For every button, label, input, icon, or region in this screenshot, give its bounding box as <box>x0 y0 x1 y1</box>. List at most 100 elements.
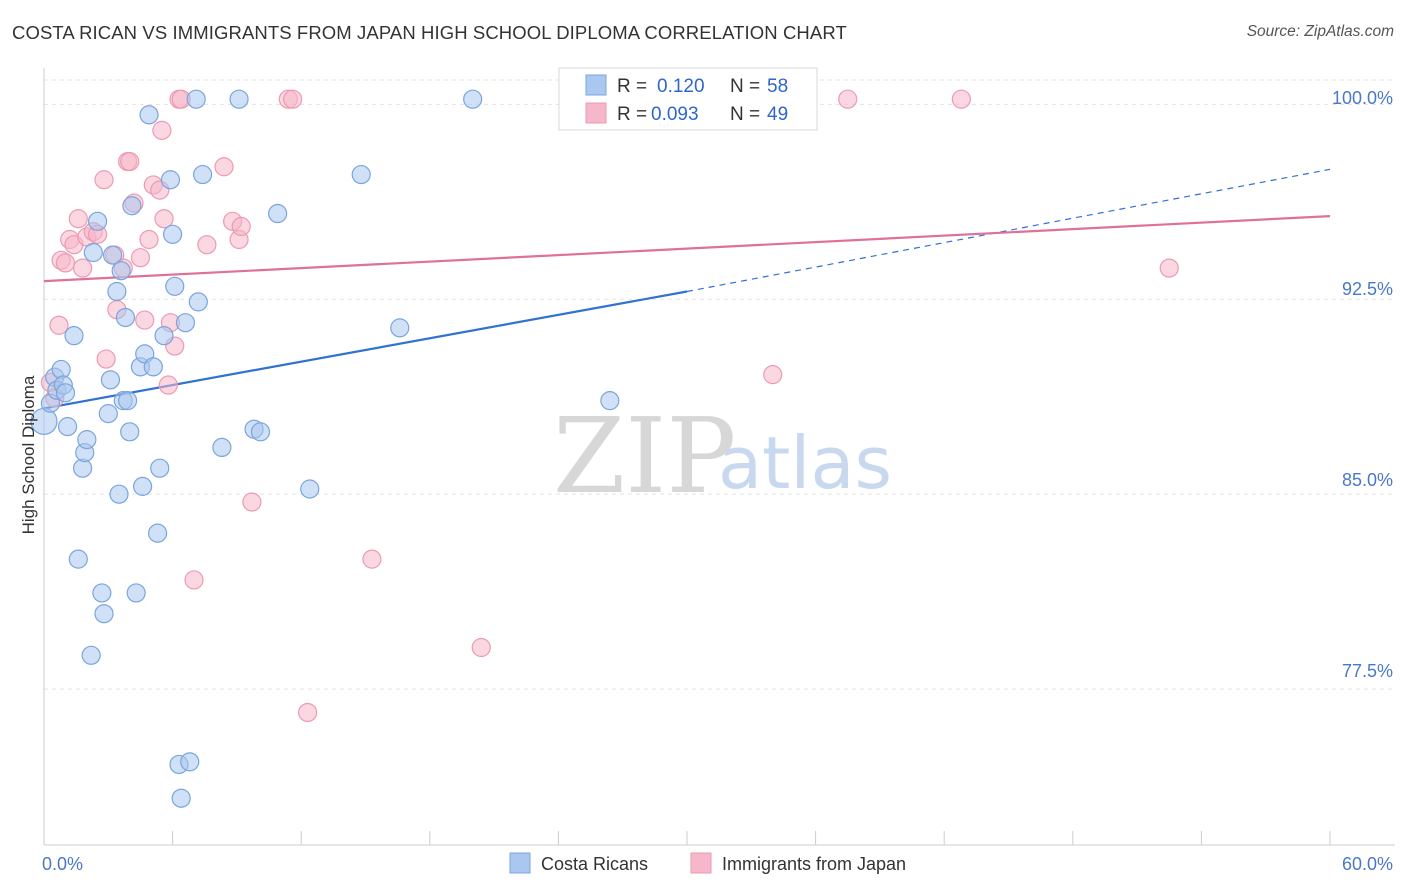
point-costa-ricans <box>171 788 191 808</box>
point-costa-ricans <box>87 211 108 231</box>
stats-n-label: N = <box>730 104 760 125</box>
point-immigrants-from-japan <box>130 248 151 268</box>
point-costa-ricans <box>55 383 76 403</box>
point-costa-ricans <box>92 583 112 603</box>
stats-n-label: N = <box>730 76 760 97</box>
gridlines <box>44 79 1395 690</box>
point-costa-ricans <box>107 281 127 302</box>
point-immigrants-from-japan <box>55 253 76 273</box>
point-immigrants-from-japan <box>1159 258 1179 278</box>
y-tick-labels: 100.0% 92.5% 85.0% 77.5% <box>1332 88 1393 681</box>
y-tick-label: 77.5% <box>1342 661 1393 681</box>
point-costa-ricans <box>94 604 114 624</box>
point-costa-ricans <box>250 422 271 442</box>
point-costa-ricans <box>77 430 97 450</box>
point-immigrants-from-japan <box>184 570 204 590</box>
legend-swatch-costa-ricans <box>509 852 531 874</box>
point-costa-ricans <box>117 391 138 411</box>
point-costa-ricans <box>463 89 483 109</box>
point-immigrants-from-japan <box>951 89 971 109</box>
legend-label-immigrants-from-japan: Immigrants from Japan <box>722 854 906 874</box>
chart-source: Source: ZipAtlas.com <box>1246 23 1394 40</box>
point-immigrants-from-japan <box>120 151 140 172</box>
point-immigrants-from-japan <box>154 209 174 229</box>
stats-r-label: R = <box>617 104 647 125</box>
point-immigrants-from-japan <box>214 157 234 177</box>
point-costa-ricans <box>600 391 620 411</box>
stats-swatch-blue <box>585 74 607 96</box>
point-immigrants-from-japan <box>139 229 159 250</box>
point-costa-ricans <box>212 437 232 458</box>
point-immigrants-from-japan <box>158 375 178 395</box>
point-costa-ricans <box>126 583 146 603</box>
stats-r-value: 0.120 <box>657 76 705 97</box>
point-immigrants-from-japan <box>197 235 217 255</box>
point-costa-ricans <box>111 261 131 281</box>
point-immigrants-from-japan <box>298 702 318 723</box>
point-immigrants-from-japan <box>471 637 491 658</box>
point-immigrants-from-japan <box>231 216 251 237</box>
point-costa-ricans <box>57 417 78 437</box>
point-costa-ricans <box>163 224 183 244</box>
data-points <box>30 89 1179 808</box>
axes <box>43 68 1395 846</box>
trend-line-costa-ricans-extension <box>686 168 1331 293</box>
y-tick-label: 85.0% <box>1342 470 1393 490</box>
point-costa-ricans <box>98 404 118 424</box>
point-costa-ricans <box>268 203 288 224</box>
point-costa-ricans <box>115 307 136 328</box>
legend-swatch-immigrants-from-japan <box>690 852 712 874</box>
point-costa-ricans <box>122 196 142 216</box>
point-immigrants-from-japan <box>283 89 303 109</box>
trend-line-immigrants-from-japan <box>43 215 1331 283</box>
point-costa-ricans <box>143 357 163 377</box>
point-costa-ricans <box>64 326 84 346</box>
chart-title: COSTA RICAN VS IMMIGRANTS FROM JAPAN HIG… <box>12 22 847 43</box>
point-costa-ricans <box>188 292 208 312</box>
watermark-atlas: atlas <box>718 421 892 505</box>
legend-label-costa-ricans: Costa Ricans <box>541 854 648 874</box>
y-axis-title: High School Diploma <box>19 375 38 534</box>
point-immigrants-from-japan <box>68 209 88 229</box>
point-immigrants-from-japan <box>242 492 262 512</box>
stats-r-label: R = <box>617 76 647 97</box>
trend-line-costa-ricans <box>43 290 688 410</box>
point-costa-ricans <box>351 164 371 185</box>
point-costa-ricans <box>100 370 121 390</box>
stats-r-value: 0.093 <box>651 104 699 125</box>
point-costa-ricans <box>193 164 213 185</box>
point-costa-ricans <box>132 476 153 496</box>
point-costa-ricans <box>229 89 249 109</box>
stats-n-value: 58 <box>767 76 788 97</box>
point-costa-ricans <box>390 318 410 338</box>
point-costa-ricans <box>150 458 170 478</box>
point-immigrants-from-japan <box>362 549 382 569</box>
trend-lines <box>43 168 1331 410</box>
point-costa-ricans <box>175 313 196 333</box>
point-costa-ricans <box>120 422 140 442</box>
stats-swatch-pink <box>585 102 607 124</box>
x-tick-label-min: 0.0% <box>42 854 83 874</box>
point-costa-ricans <box>83 242 103 263</box>
point-immigrants-from-japan <box>72 258 93 278</box>
point-costa-ricans <box>68 549 88 569</box>
point-costa-ricans <box>165 276 185 296</box>
x-tick-label-max: 60.0% <box>1342 854 1393 874</box>
point-costa-ricans <box>300 479 320 499</box>
point-immigrants-from-japan <box>135 310 155 330</box>
point-immigrants-from-japan <box>49 315 69 335</box>
point-immigrants-from-japan <box>838 89 858 109</box>
bottom-legend: Costa Ricans Immigrants from Japan <box>509 852 906 874</box>
point-immigrants-from-japan <box>96 349 116 369</box>
point-costa-ricans <box>81 645 101 665</box>
point-costa-ricans <box>154 326 174 346</box>
watermark: ZIP atlas <box>553 395 892 517</box>
stats-box: R = 0.120 N = 58 R = 0.093 N = 49 <box>558 67 818 131</box>
point-costa-ricans <box>109 484 129 504</box>
point-costa-ricans <box>180 752 200 772</box>
y-tick-label: 92.5% <box>1342 279 1393 299</box>
point-immigrants-from-japan <box>763 365 783 385</box>
point-immigrants-from-japan <box>94 170 114 190</box>
point-costa-ricans <box>147 523 168 543</box>
